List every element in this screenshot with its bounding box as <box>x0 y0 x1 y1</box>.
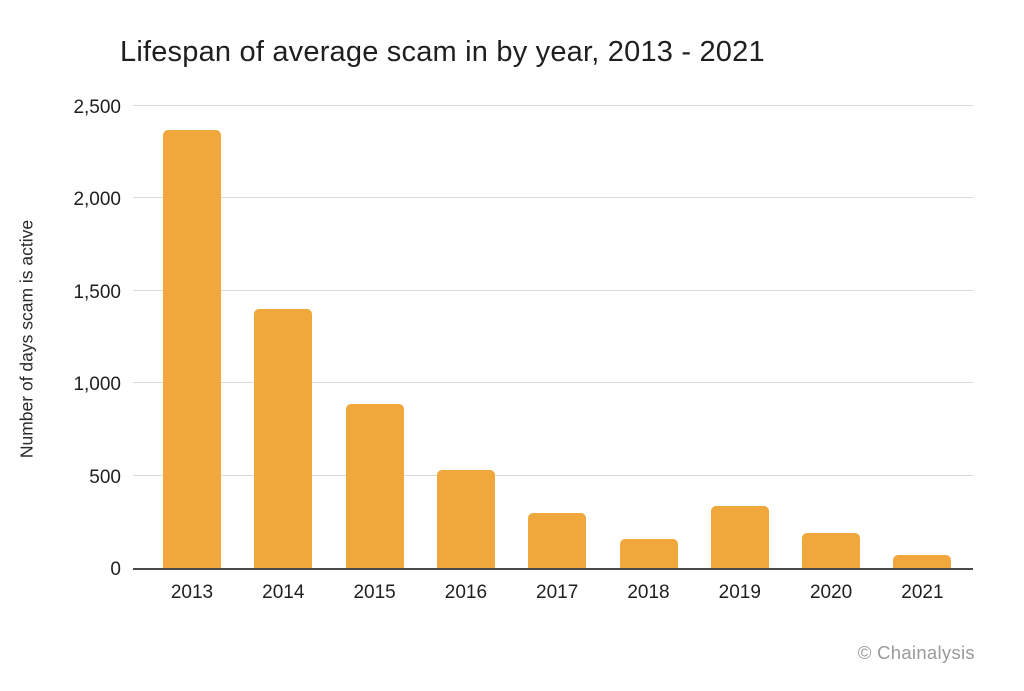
bar-2019 <box>710 506 769 568</box>
bar-2013 <box>163 130 221 568</box>
y-tick-label-0: 0 <box>110 559 121 580</box>
y-tick-label-2500: 2,500 <box>73 97 121 118</box>
y-tick-label-2000: 2,000 <box>73 189 121 211</box>
gridline-500 <box>133 474 973 476</box>
x-tick-label-2018: 2018 <box>627 582 670 603</box>
chart-title: Lifespan of average scam in by year, 201… <box>120 36 765 68</box>
gridline-2500 <box>133 105 973 106</box>
bar-2018 <box>619 539 678 568</box>
y-tick-label-500: 500 <box>89 466 121 488</box>
x-tick-label-2016: 2016 <box>444 582 488 603</box>
x-tick-label-2020: 2020 <box>809 582 853 603</box>
x-tick-label-2014: 2014 <box>262 582 305 603</box>
gridline-1500 <box>133 289 973 291</box>
gridline-1000 <box>133 382 973 384</box>
x-axis-tick-labels: 2013 2014 2015 2016 2017 2018 2019 2020 2021 <box>133 582 973 608</box>
gridline-2000 <box>133 197 973 199</box>
x-tick-label-2021: 2021 <box>901 582 944 603</box>
bar-2014 <box>254 308 313 568</box>
y-tick-label-1500: 1,500 <box>73 281 121 303</box>
bar-2020 <box>802 532 861 568</box>
bar-2021 <box>893 555 952 568</box>
y-axis-tick-labels: 0 500 1,000 1,500 2,000 2,500 <box>0 97 121 580</box>
x-tick-label-2013: 2013 <box>170 582 214 603</box>
bar-2015 <box>345 403 404 568</box>
x-tick-label-2019: 2019 <box>718 582 761 603</box>
x-tick-label-2017: 2017 <box>536 582 579 603</box>
x-tick-label-2015: 2015 <box>353 582 396 603</box>
chainalysis-credit: © Chainalysis <box>857 642 975 663</box>
plot-area <box>133 105 973 570</box>
y-tick-label-1000: 1,000 <box>73 374 121 396</box>
bar-2017 <box>528 513 587 568</box>
bar-2016 <box>436 469 495 568</box>
